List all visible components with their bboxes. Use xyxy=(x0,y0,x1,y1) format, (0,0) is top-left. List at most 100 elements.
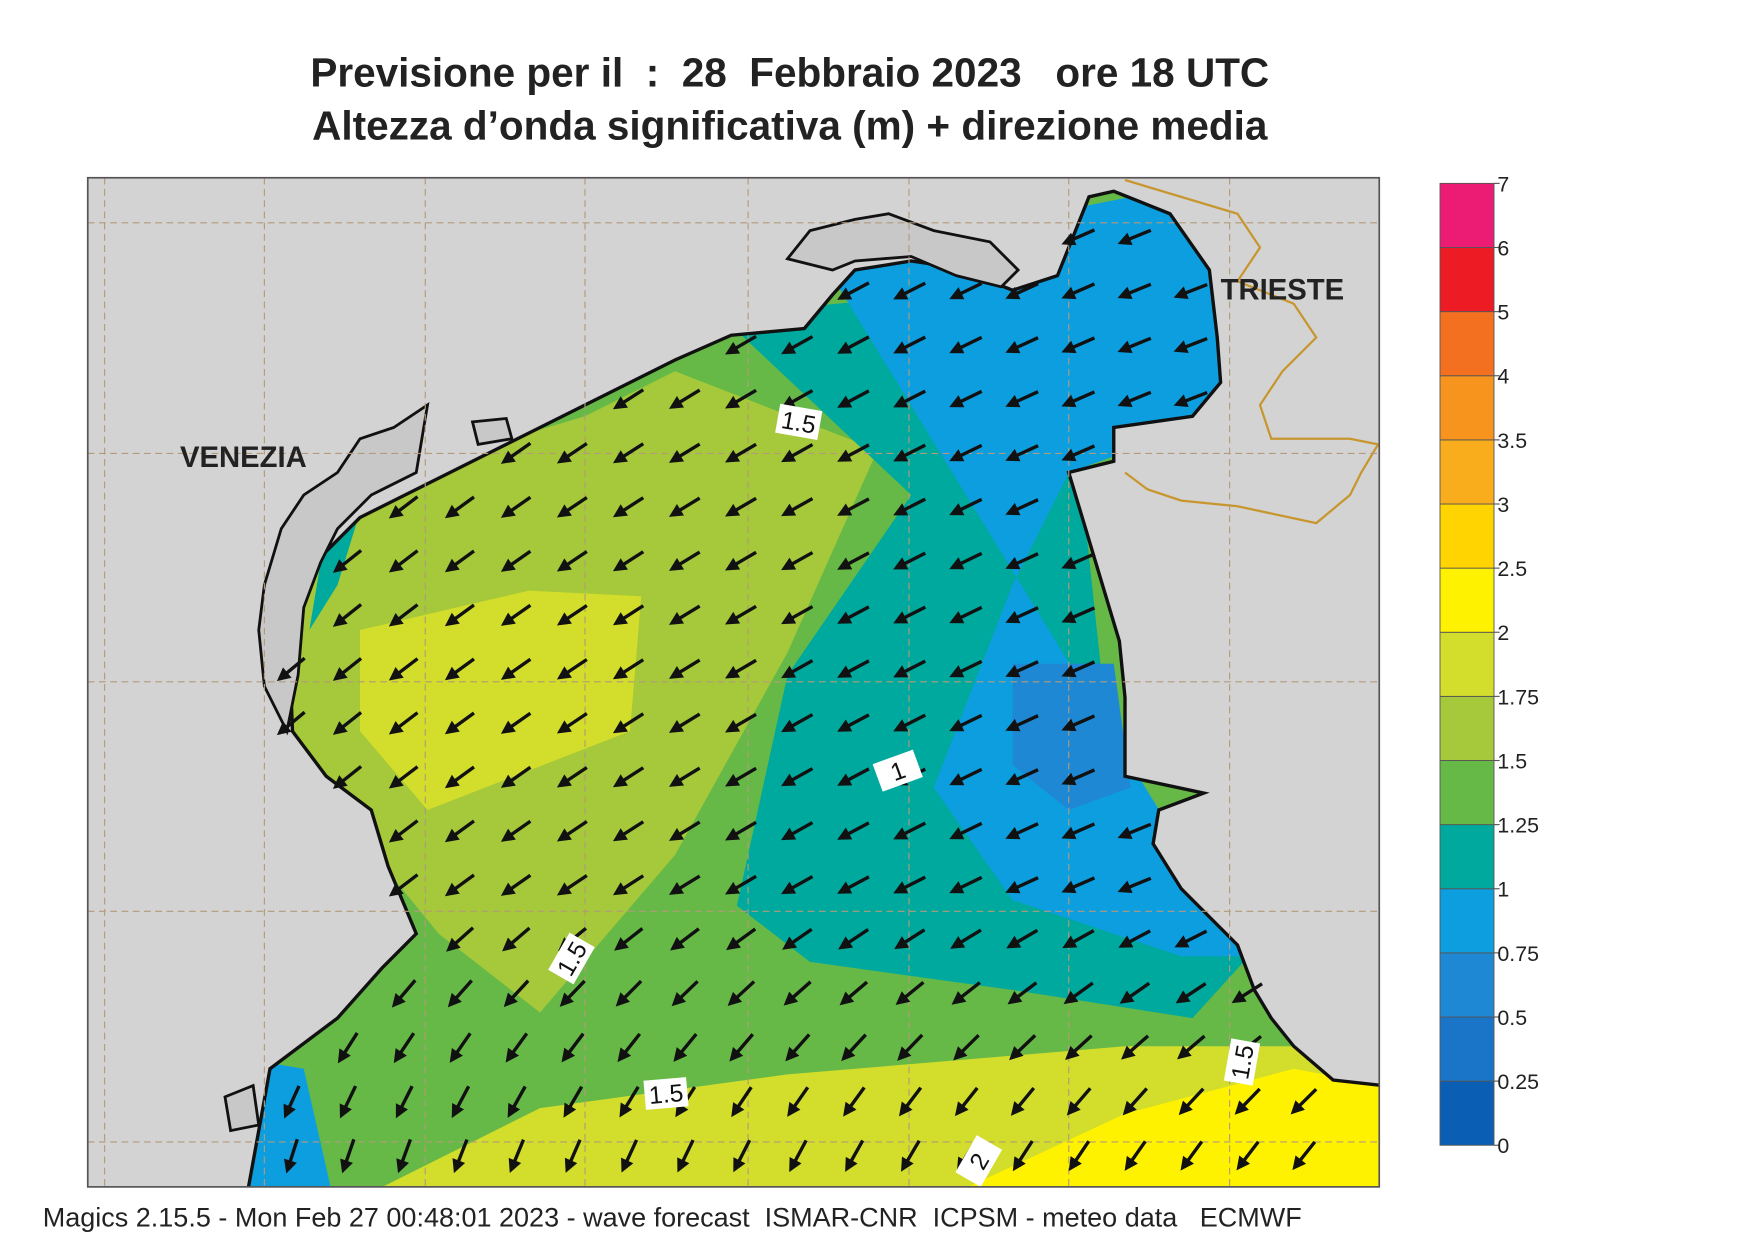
arrow-head xyxy=(668,666,685,679)
arrow-head xyxy=(556,774,572,788)
arrow xyxy=(781,821,814,841)
arrow-head xyxy=(502,937,517,952)
arrow-head xyxy=(444,666,460,681)
colorbar-label: 0.25 xyxy=(1497,1070,1539,1094)
arrow-head xyxy=(500,774,516,788)
subtitle: Altezza d’onda significativa (m) + direz… xyxy=(312,103,1268,149)
arrow-head xyxy=(614,937,629,951)
arrow xyxy=(668,442,701,463)
arrow-head xyxy=(1292,1155,1307,1171)
contour-label: 2 xyxy=(955,1135,1003,1187)
arrow xyxy=(894,928,926,950)
arrow xyxy=(612,658,645,680)
arrow xyxy=(340,1138,356,1174)
arrow xyxy=(505,1032,529,1063)
arrow-head xyxy=(617,1047,632,1063)
arrow-head xyxy=(893,395,909,408)
arrow xyxy=(563,1085,584,1118)
arrow xyxy=(1005,444,1039,462)
arrow-head xyxy=(556,720,572,734)
arrow xyxy=(899,1086,923,1117)
colorbar-band xyxy=(1439,311,1495,377)
arrow-head xyxy=(615,992,630,1007)
arrow-head xyxy=(452,1158,466,1174)
colorbar-label: 6 xyxy=(1497,236,1509,260)
arrow xyxy=(1065,1034,1093,1060)
footer: Magics 2.15.5 - Mon Feb 27 00:48:01 2023… xyxy=(43,1202,1302,1232)
arrow xyxy=(1178,1087,1205,1116)
contour-label-text: 1.5 xyxy=(779,407,818,440)
arrow-head xyxy=(950,935,966,949)
arrow xyxy=(614,927,644,951)
arrow xyxy=(837,767,870,786)
arrow xyxy=(949,551,983,570)
arrow xyxy=(838,928,870,950)
arrow xyxy=(447,979,473,1008)
arrow xyxy=(893,443,927,462)
arrow xyxy=(731,1086,753,1118)
arrow-head xyxy=(388,612,404,627)
arrow xyxy=(1005,660,1039,678)
colorbar-label: 1 xyxy=(1497,878,1509,902)
arrow xyxy=(451,1085,471,1119)
arrow xyxy=(1122,1087,1149,1116)
colorbar-label: 0.5 xyxy=(1497,1006,1527,1030)
arrow xyxy=(444,819,475,843)
arrow-head xyxy=(332,559,348,573)
arrow xyxy=(837,713,870,732)
arrow-head xyxy=(725,449,741,463)
arrow xyxy=(284,1138,299,1174)
arrow xyxy=(332,603,363,627)
arrow-head xyxy=(1061,448,1077,462)
arrow-head xyxy=(673,1047,688,1062)
arrow xyxy=(781,875,814,895)
arrow-head xyxy=(725,773,741,787)
arrow-head xyxy=(725,341,741,355)
arrow-head xyxy=(893,827,909,840)
arrow xyxy=(500,495,532,518)
arrow-head xyxy=(395,1103,408,1119)
arrow xyxy=(1005,876,1039,894)
arrow xyxy=(949,875,983,894)
arrow xyxy=(1061,660,1096,678)
arrow xyxy=(339,1085,358,1119)
arrow xyxy=(837,281,870,300)
arrow xyxy=(1117,228,1152,246)
arrow-head xyxy=(1005,556,1021,570)
arrow xyxy=(781,767,814,787)
colorbar-label: 1.75 xyxy=(1497,685,1539,709)
arrow-head xyxy=(564,1157,578,1173)
arrow xyxy=(949,713,983,732)
arrow-head xyxy=(725,719,741,733)
arrow xyxy=(1061,444,1096,462)
arrow xyxy=(1005,768,1039,786)
map-frame xyxy=(86,176,1381,1188)
arrow-head xyxy=(1119,990,1135,1004)
arrow xyxy=(1061,336,1096,354)
arrow xyxy=(949,335,983,354)
arrow-head xyxy=(283,1103,296,1119)
arrow xyxy=(725,820,757,841)
arrow-head xyxy=(1005,880,1021,894)
arrow xyxy=(444,549,475,573)
map: 1.51.51.51.521 VENEZIA TRIESTE xyxy=(87,177,1380,1187)
arrow xyxy=(668,766,701,787)
border xyxy=(1124,178,1380,525)
arrow-head xyxy=(781,557,797,571)
arrow xyxy=(556,496,588,518)
arrow xyxy=(837,389,870,408)
arrow xyxy=(1061,390,1096,408)
arrow-head xyxy=(556,612,572,626)
colorbar-band xyxy=(1439,1080,1495,1146)
arrow-head xyxy=(388,774,404,789)
arrow xyxy=(781,605,814,625)
arrow-head xyxy=(781,611,797,625)
arrow xyxy=(612,712,645,734)
arrow xyxy=(837,875,870,894)
arrow-head xyxy=(893,719,909,732)
arrow-head xyxy=(671,992,687,1007)
colorbar-label: 5 xyxy=(1497,301,1509,325)
arrow-head xyxy=(785,1046,800,1062)
arrow xyxy=(452,1138,469,1174)
arrow-head xyxy=(1180,1155,1194,1171)
